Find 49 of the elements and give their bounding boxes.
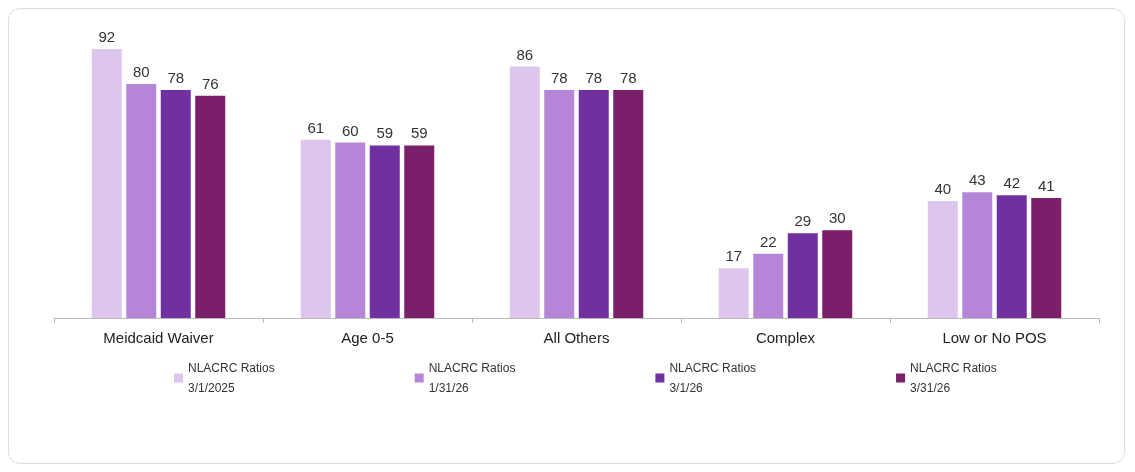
bar	[335, 142, 366, 318]
bar	[544, 89, 575, 318]
legend-label: NLACRC Ratios 3/1/2025	[188, 361, 275, 395]
data-label: 30	[828, 209, 846, 227]
legend-label: NLACRC Ratios 1/31/26	[428, 361, 516, 395]
data-label: 59	[376, 124, 394, 142]
bar	[126, 84, 157, 318]
bar	[613, 89, 644, 318]
x-tick-label: Low or No POS	[942, 329, 1047, 346]
bar	[927, 201, 958, 318]
bar	[787, 233, 818, 318]
x-tick-label: Age 0-5	[341, 329, 394, 346]
x-tick-label: Complex	[755, 329, 816, 346]
x-tick-label: All Others	[543, 329, 610, 346]
bar	[962, 192, 993, 318]
bar	[753, 253, 784, 318]
data-label: 78	[167, 68, 185, 86]
legend-label: NLACRC Ratios 3/31/26	[910, 361, 997, 395]
bar	[195, 95, 226, 318]
data-label: 41	[1037, 177, 1055, 195]
data-label: 42	[1003, 174, 1021, 192]
bar	[996, 195, 1027, 318]
data-label: 22	[759, 232, 777, 250]
bar	[404, 145, 435, 318]
data-label: 60	[341, 121, 359, 139]
data-label: 40	[934, 180, 952, 198]
bar	[91, 49, 122, 318]
data-label: 61	[307, 118, 325, 136]
bar	[509, 66, 540, 318]
data-label: 59	[410, 124, 428, 142]
bar	[369, 145, 400, 318]
data-label: 29	[794, 212, 812, 230]
data-label: 86	[516, 45, 534, 63]
data-label: 78	[619, 68, 637, 86]
data-label: 80	[132, 63, 150, 81]
data-label: 17	[725, 247, 743, 265]
data-label: 43	[968, 171, 986, 189]
bar	[822, 230, 853, 318]
data-label: 92	[98, 28, 116, 45]
legend-label: NLACRC Ratios 3/1/26	[669, 361, 757, 395]
bar	[578, 89, 609, 318]
bar	[160, 89, 191, 318]
bar	[300, 139, 331, 318]
bar	[718, 268, 749, 318]
data-label: 78	[585, 68, 603, 86]
x-tick-label: Meidcaid Waiver	[103, 329, 214, 346]
bar	[1031, 198, 1062, 318]
data-label: 76	[201, 74, 219, 92]
data-label: 78	[550, 68, 568, 86]
